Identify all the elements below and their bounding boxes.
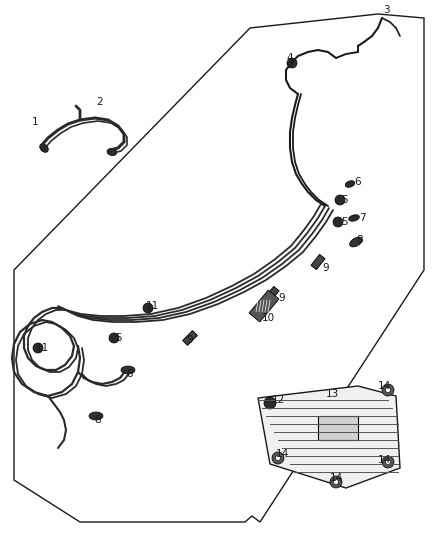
- Text: 10: 10: [261, 313, 275, 323]
- Text: 5: 5: [341, 195, 347, 205]
- Text: 7: 7: [359, 213, 365, 223]
- Text: 5: 5: [115, 333, 121, 343]
- Bar: [318, 416, 358, 440]
- Ellipse shape: [121, 366, 135, 374]
- Circle shape: [276, 456, 280, 461]
- Ellipse shape: [349, 215, 359, 221]
- Ellipse shape: [40, 144, 48, 152]
- Text: 8: 8: [95, 415, 101, 425]
- Text: 14: 14: [378, 381, 391, 391]
- Circle shape: [109, 333, 119, 343]
- Text: 9: 9: [279, 293, 285, 303]
- Bar: [183, 330, 198, 345]
- Text: 3: 3: [383, 5, 389, 15]
- Text: 14: 14: [329, 473, 343, 483]
- Text: 8: 8: [127, 369, 133, 379]
- Circle shape: [272, 452, 284, 464]
- Text: 14: 14: [378, 455, 391, 465]
- Circle shape: [385, 459, 391, 464]
- Polygon shape: [258, 386, 400, 488]
- Circle shape: [287, 58, 297, 68]
- Circle shape: [264, 397, 276, 409]
- Circle shape: [333, 480, 339, 484]
- Circle shape: [330, 476, 342, 488]
- Text: 8: 8: [357, 235, 363, 245]
- Text: 12: 12: [272, 395, 285, 405]
- Bar: [249, 290, 279, 322]
- Circle shape: [382, 456, 394, 468]
- Text: 11: 11: [35, 343, 49, 353]
- Text: 11: 11: [145, 301, 159, 311]
- Ellipse shape: [345, 181, 355, 187]
- Text: 14: 14: [276, 449, 289, 459]
- Bar: [311, 254, 325, 270]
- Ellipse shape: [350, 237, 362, 247]
- Text: 9: 9: [187, 335, 193, 345]
- Text: 1: 1: [32, 117, 38, 127]
- Circle shape: [335, 195, 345, 205]
- Text: 13: 13: [325, 389, 339, 399]
- Bar: [265, 286, 279, 302]
- Text: 2: 2: [97, 97, 103, 107]
- Text: 5: 5: [341, 217, 347, 227]
- Circle shape: [143, 303, 153, 313]
- Circle shape: [333, 217, 343, 227]
- Text: 4: 4: [287, 53, 293, 63]
- Text: 6: 6: [355, 177, 361, 187]
- Circle shape: [33, 343, 43, 353]
- Circle shape: [385, 387, 391, 392]
- Ellipse shape: [107, 149, 117, 156]
- Text: 9: 9: [323, 263, 329, 273]
- Circle shape: [382, 384, 394, 396]
- Ellipse shape: [89, 412, 103, 420]
